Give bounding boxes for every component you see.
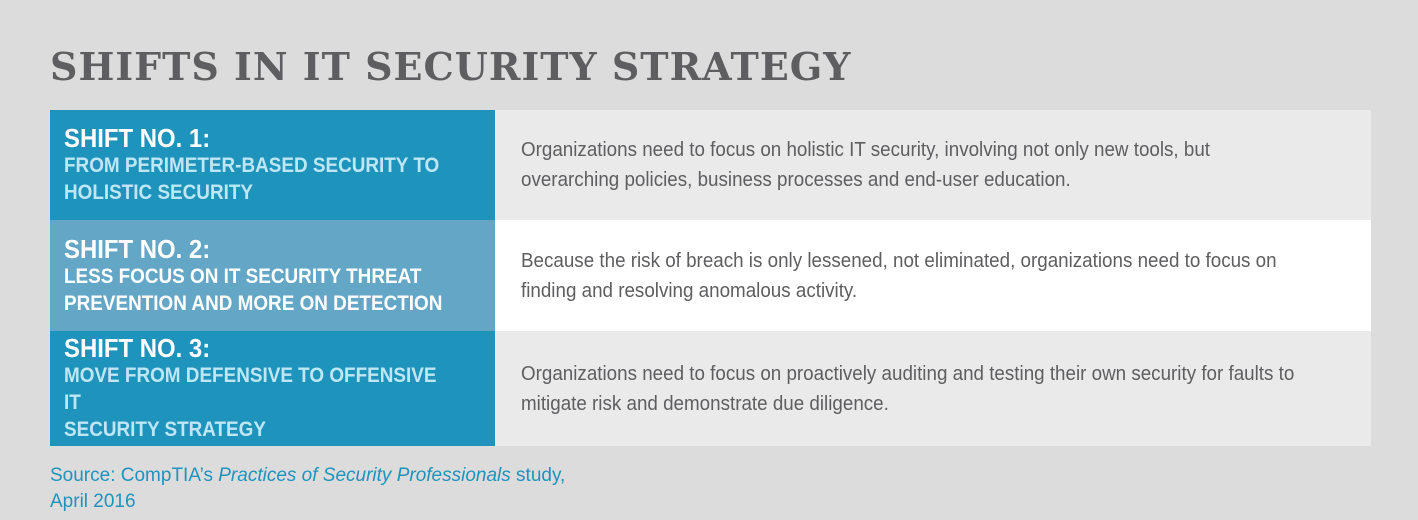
shift-2-title: LESS FOCUS ON IT SECURITY THREAT PREVENT… [64,264,443,315]
page-title: SHIFTS IN IT SECURITY STRATEGY [50,44,852,89]
shift-2-description: Because the risk of breach is only lesse… [521,249,1277,302]
shift-1-heading-cell: SHIFT NO. 1: FROM PERIMETER-BASED SECURI… [50,110,495,220]
source-suffix: study, [510,465,566,486]
shift-3-title: MOVE FROM DEFENSIVE TO OFFENSIVE IT SECU… [64,364,437,441]
shifts-table: SHIFT NO. 1: FROM PERIMETER-BASED SECURI… [50,110,1371,446]
shift-row-1: SHIFT NO. 1: FROM PERIMETER-BASED SECURI… [50,110,1371,220]
shift-3-description: Organizations need to focus on proactive… [521,362,1295,415]
shift-2-number: SHIFT NO. 2: [64,233,211,264]
source-line-1: Source: CompTIA’s Practices of Security … [50,463,565,489]
shift-3-heading-cell: SHIFT NO. 3: MOVE FROM DEFENSIVE TO OFFE… [50,331,495,446]
source-study-name: Practices of Security Professionals [218,465,511,486]
source-citation: Source: CompTIA’s Practices of Security … [50,463,565,515]
shift-3-description-cell: Organizations need to focus on proactive… [495,331,1371,446]
shift-2-heading-cell: SHIFT NO. 2: LESS FOCUS ON IT SECURITY T… [50,220,495,331]
shift-1-description-cell: Organizations need to focus on holistic … [495,110,1371,220]
shift-3-number: SHIFT NO. 3: [64,333,211,363]
source-prefix: Source: CompTIA’s [50,465,219,486]
source-date: April 2016 [50,491,136,512]
shift-1-description: Organizations need to focus on holistic … [521,139,1211,191]
shift-row-3: SHIFT NO. 3: MOVE FROM DEFENSIVE TO OFFE… [50,331,1371,446]
shift-1-title: FROM PERIMETER-BASED SECURITY TO HOLISTI… [64,154,440,204]
shift-row-2: SHIFT NO. 2: LESS FOCUS ON IT SECURITY T… [50,220,1371,331]
shift-2-description-cell: Because the risk of breach is only lesse… [495,220,1371,331]
shift-1-number: SHIFT NO. 1: [64,123,211,153]
